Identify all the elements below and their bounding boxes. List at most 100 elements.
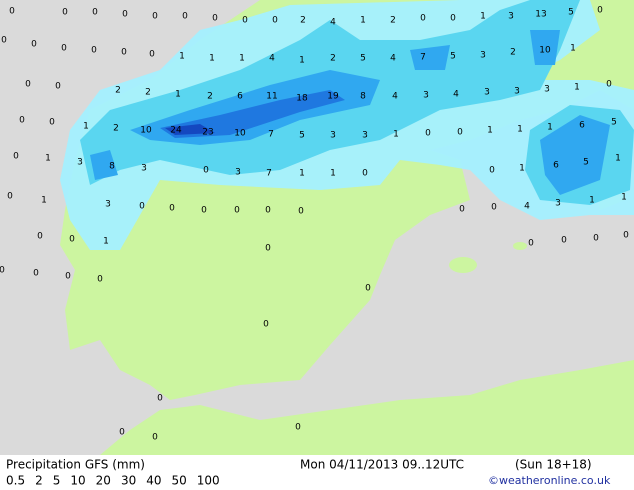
rain-20 xyxy=(165,124,215,135)
precip-value: 0 xyxy=(152,12,158,22)
precip-value: 5 xyxy=(568,8,574,18)
precip-value: 3 xyxy=(330,131,336,141)
precip-value: 2 xyxy=(300,16,306,26)
land xyxy=(100,360,634,455)
precip-value: 0 xyxy=(169,204,175,214)
precip-value: 4 xyxy=(330,18,336,28)
precip-value: 0 xyxy=(65,272,71,282)
precip-value: 3 xyxy=(141,164,147,174)
precip-value: 11 xyxy=(266,92,277,102)
precip-value: 2 xyxy=(113,124,119,134)
precip-value: 0 xyxy=(606,80,612,90)
precip-value: 0 xyxy=(61,44,67,54)
precip-value: 1 xyxy=(41,196,47,206)
precip-value: 4 xyxy=(390,54,396,64)
precip-value: 3 xyxy=(484,88,490,98)
precip-value: 5 xyxy=(583,158,589,168)
precip-value: 1 xyxy=(175,90,181,100)
precip-value: 10 xyxy=(539,46,551,56)
precip-value: 2 xyxy=(390,16,396,26)
precip-value: 1 xyxy=(574,83,580,93)
precip-value: 0 xyxy=(491,203,497,213)
precip-value: 18 xyxy=(296,94,308,104)
precip-value: 7 xyxy=(266,169,272,179)
precip-value: 5 xyxy=(450,52,456,62)
precip-value: 0 xyxy=(25,80,31,90)
precip-value: 4 xyxy=(524,202,530,212)
precip-value: 10 xyxy=(234,129,246,139)
precip-value: 0 xyxy=(212,14,218,24)
precip-value: 0 xyxy=(272,16,278,26)
precip-value: 24 xyxy=(170,126,182,136)
precip-value: 1 xyxy=(393,130,399,140)
legend-label: 20 xyxy=(96,474,111,488)
precip-value: 0 xyxy=(119,428,125,438)
island xyxy=(513,242,527,250)
precip-value: 0 xyxy=(139,202,145,212)
footer-title: Precipitation GFS (mm) xyxy=(6,458,145,472)
precip-value: 1 xyxy=(615,154,621,164)
precip-value: 1 xyxy=(360,16,366,26)
footer-date: Mon 04/11/2013 09..12UTC xyxy=(300,458,464,472)
precip-value: 2 xyxy=(145,88,151,98)
precip-value: 0 xyxy=(489,166,495,176)
precip-value: 1 xyxy=(330,169,336,179)
precip-value: 3 xyxy=(555,199,561,209)
legend-label: 100 xyxy=(197,474,220,488)
footer-credit: ©weatheronline.co.uk xyxy=(488,474,611,487)
precip-value: 4 xyxy=(392,92,398,102)
precip-value: 1 xyxy=(179,52,185,62)
precip-value: 0 xyxy=(365,284,371,294)
precip-value: 0 xyxy=(92,8,98,18)
precip-value: 5 xyxy=(611,118,617,128)
precip-value: 0 xyxy=(265,206,271,216)
precip-value: 0 xyxy=(295,423,301,433)
precip-value: 0 xyxy=(362,169,368,179)
precip-value: 0 xyxy=(203,166,209,176)
rain-5 xyxy=(540,115,610,195)
precip-value: 5 xyxy=(299,131,305,141)
legend-label: 0.5 xyxy=(6,474,25,488)
precip-value: 0 xyxy=(49,118,55,128)
island xyxy=(449,257,477,273)
precip-value: 0 xyxy=(55,82,61,92)
legend-label: 50 xyxy=(172,474,187,488)
precip-value: 0 xyxy=(152,433,158,443)
precip-value: 1 xyxy=(487,126,493,136)
precip-value: 10 xyxy=(140,126,152,136)
precip-value: 4 xyxy=(269,54,275,64)
precip-value: 1 xyxy=(209,54,215,64)
precip-value: 0 xyxy=(31,40,37,50)
precip-value: 8 xyxy=(109,162,115,172)
precip-value: 0 xyxy=(19,116,25,126)
precip-value: 0 xyxy=(420,14,426,24)
precip-value: 1 xyxy=(103,237,109,247)
precip-value: 0 xyxy=(597,6,603,16)
precip-value: 2 xyxy=(115,86,121,96)
precip-value: 0 xyxy=(182,12,188,22)
precip-value: 0 xyxy=(263,320,269,330)
precip-value: 6 xyxy=(553,161,559,171)
precip-value: 0 xyxy=(234,206,240,216)
precip-value: 0 xyxy=(201,206,207,216)
precip-value: 2 xyxy=(510,48,516,58)
precip-value: 6 xyxy=(237,92,243,102)
precip-value: 3 xyxy=(544,85,550,95)
precip-value: 2 xyxy=(207,92,213,102)
rain-5 xyxy=(90,30,560,180)
legend-label: 40 xyxy=(146,474,161,488)
precip-value: 0 xyxy=(33,269,39,279)
precip-value: 0 xyxy=(121,48,127,58)
precip-value: 3 xyxy=(480,51,486,61)
precip-value: 0 xyxy=(0,266,5,276)
precip-value: 3 xyxy=(514,87,520,97)
precip-value: 1 xyxy=(517,125,523,135)
precip-value: 3 xyxy=(362,131,368,141)
precip-value: 0 xyxy=(157,394,163,404)
precip-value: 0 xyxy=(7,192,13,202)
precip-value: 1 xyxy=(83,122,89,132)
precip-value: 2 xyxy=(330,54,336,64)
precip-value: 13 xyxy=(535,10,546,20)
precip-value: 0 xyxy=(37,232,43,242)
legend-label: 2 xyxy=(35,474,43,488)
